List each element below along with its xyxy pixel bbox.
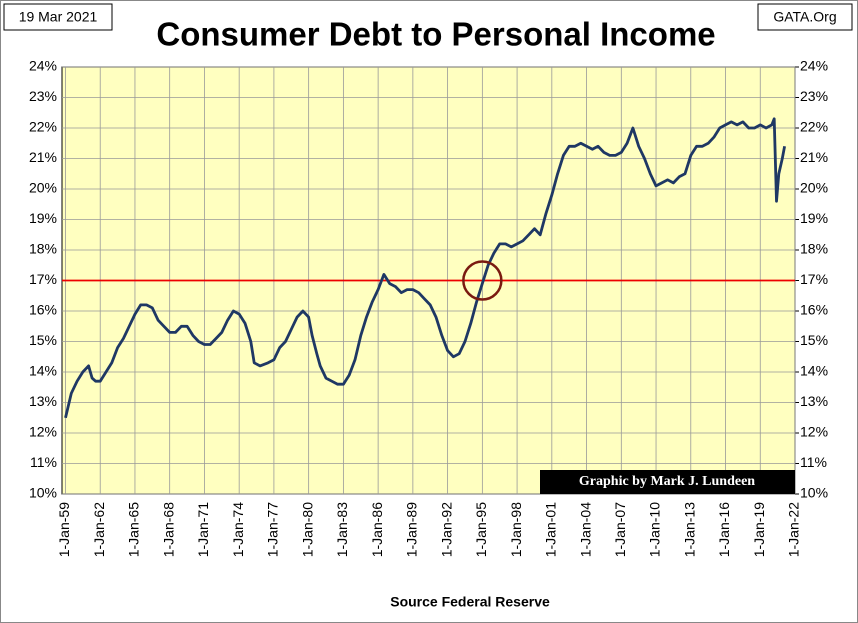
highlight-circle [462, 260, 503, 301]
x-tick-label: 1-Jan-98 [508, 502, 524, 557]
y-tick-label: 18% [29, 241, 57, 257]
credit: Graphic by Mark J. Lundeen [579, 474, 755, 489]
x-tick-label: 1-Jan-65 [126, 502, 142, 557]
y2-tick-label: 15% [800, 332, 828, 348]
y-tick-label: 24% [29, 58, 57, 74]
x-tick-label: 1-Jan-95 [473, 502, 489, 557]
y-tick-label: 16% [29, 302, 57, 318]
y2-tick-label: 18% [800, 241, 828, 257]
y2-tick-label: 20% [800, 180, 828, 196]
y2-tick-label: 16% [800, 302, 828, 318]
y2-tick-label: 12% [800, 424, 828, 440]
y-tick-label: 12% [29, 424, 57, 440]
y2-tick-label: 10% [800, 485, 828, 501]
x-tick-label: 1-Jan-22 [786, 502, 802, 557]
x-tick-label: 1-Jan-62 [91, 502, 107, 557]
y2-tick-label: 23% [800, 88, 828, 104]
y-tick-label: 10% [29, 485, 57, 501]
y2-tick-label: 22% [800, 119, 828, 135]
y-tick-label: 20% [29, 180, 57, 196]
x-tick-label: 1-Jan-80 [299, 502, 315, 557]
date-box [3, 3, 113, 31]
x-tick-label: 1-Jan-04 [577, 502, 593, 557]
chart-title: Consumer Debt to Personal Income [156, 16, 715, 53]
x-tick-label: 1-Jan-77 [265, 502, 281, 557]
x-tick-label: 1-Jan-83 [334, 502, 350, 557]
x-tick-label: 1-Jan-86 [369, 502, 385, 557]
y2-tick-label: 24% [800, 58, 828, 74]
x-tick-label: 1-Jan-59 [56, 502, 72, 557]
x-tick-label: 1-Jan-68 [160, 502, 176, 557]
y2-tick-label: 13% [800, 393, 828, 409]
data-line [64, 117, 786, 419]
x-tick-label: 1-Jan-16 [716, 502, 732, 557]
x-tick-label: 1-Jan-89 [404, 502, 420, 557]
y-tick-label: 17% [29, 271, 57, 287]
y-tick-label: 23% [29, 88, 57, 104]
y-tick-label: 22% [29, 119, 57, 135]
x-tick-label: 1-Jan-07 [612, 502, 628, 557]
y-tick-label: 21% [29, 149, 57, 165]
y-tick-label: 13% [29, 393, 57, 409]
x-axis-label: Source Federal Reserve [390, 594, 550, 610]
y2-tick-label: 19% [800, 210, 828, 226]
y2-tick-label: 17% [800, 271, 828, 287]
credit-box [540, 470, 795, 494]
y-tick-label: 15% [29, 332, 57, 348]
y2-tick-label: 21% [800, 149, 828, 165]
y2-tick-label: 14% [800, 363, 828, 379]
y-tick-label: 14% [29, 363, 57, 379]
x-tick-label: 1-Jan-71 [195, 502, 211, 557]
y2-tick-label: 11% [800, 454, 827, 470]
y-tick-label: 11% [30, 454, 57, 470]
x-tick-label: 1-Jan-01 [543, 502, 559, 557]
x-tick-label: 1-Jan-92 [438, 502, 454, 557]
x-tick-label: 1-Jan-10 [647, 502, 663, 557]
date-label: 19 Mar 2021 [19, 9, 98, 25]
y-tick-label: 19% [29, 210, 57, 226]
x-tick-label: 1-Jan-19 [751, 502, 767, 557]
x-tick-label: 1-Jan-13 [681, 502, 697, 557]
source-label: GATA.Org [773, 9, 836, 25]
source-box [757, 3, 853, 31]
x-tick-label: 1-Jan-74 [230, 502, 246, 557]
